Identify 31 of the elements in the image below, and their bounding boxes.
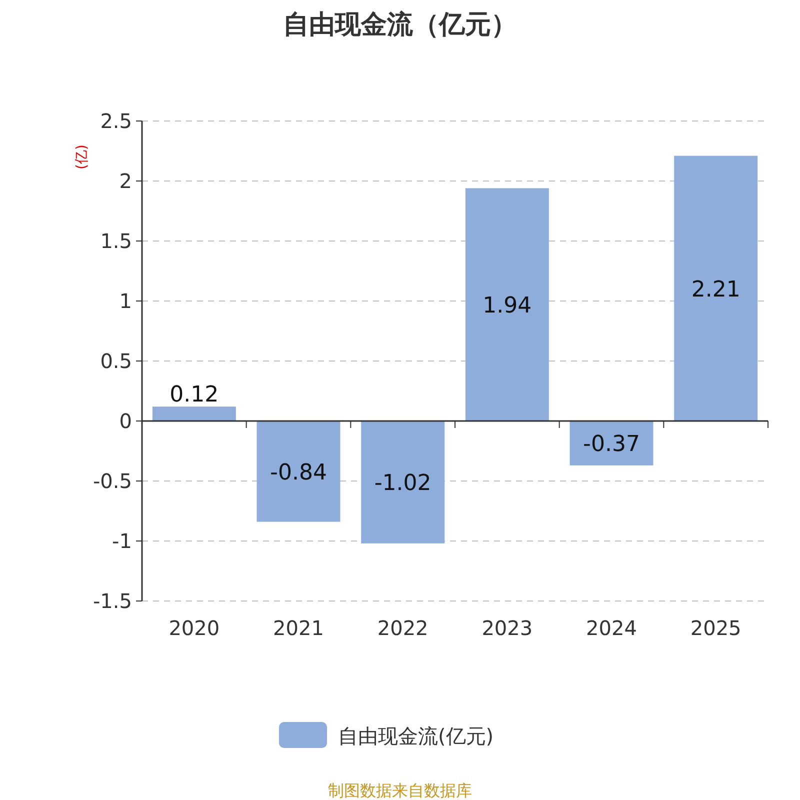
x-tick-label: 2025 [690,616,742,640]
bar [570,421,654,466]
data-label: -0.37 [583,432,640,458]
y-tick-label: 0.5 [100,349,132,373]
y-tick-label: 0 [119,409,132,433]
y-tick-label: 1 [119,289,132,313]
y-tick-label: -1.5 [92,589,132,613]
data-label: 1.94 [482,294,532,319]
y-tick-label: 2 [119,169,132,193]
bar [465,188,549,421]
y-tick-label: 2.5 [100,109,132,133]
data-label: -0.84 [270,460,327,486]
bar [674,156,758,421]
x-tick-label: 2022 [377,616,428,640]
x-tick-label: 2021 [273,616,324,640]
bar [361,421,445,544]
y-axis-title: (亿) [74,144,90,170]
y-tick-label: -0.5 [92,469,132,493]
data-label: 2.21 [691,277,740,302]
y-tick-label: 1.5 [100,229,132,253]
x-tick-label: 2020 [168,616,220,640]
bar [256,421,340,522]
x-tick-label: 2023 [482,616,533,640]
data-label: -1.02 [374,471,432,496]
chart-title: 自由现金流（亿元） [283,10,517,40]
x-tick-label: 2024 [586,616,637,640]
bar [152,406,236,421]
data-label: 0.12 [170,382,219,408]
text: 制图数据来自数据库 [328,781,472,800]
y-tick-label: -1 [112,529,132,553]
legend-label: 自由现金流(亿元) [338,724,494,748]
